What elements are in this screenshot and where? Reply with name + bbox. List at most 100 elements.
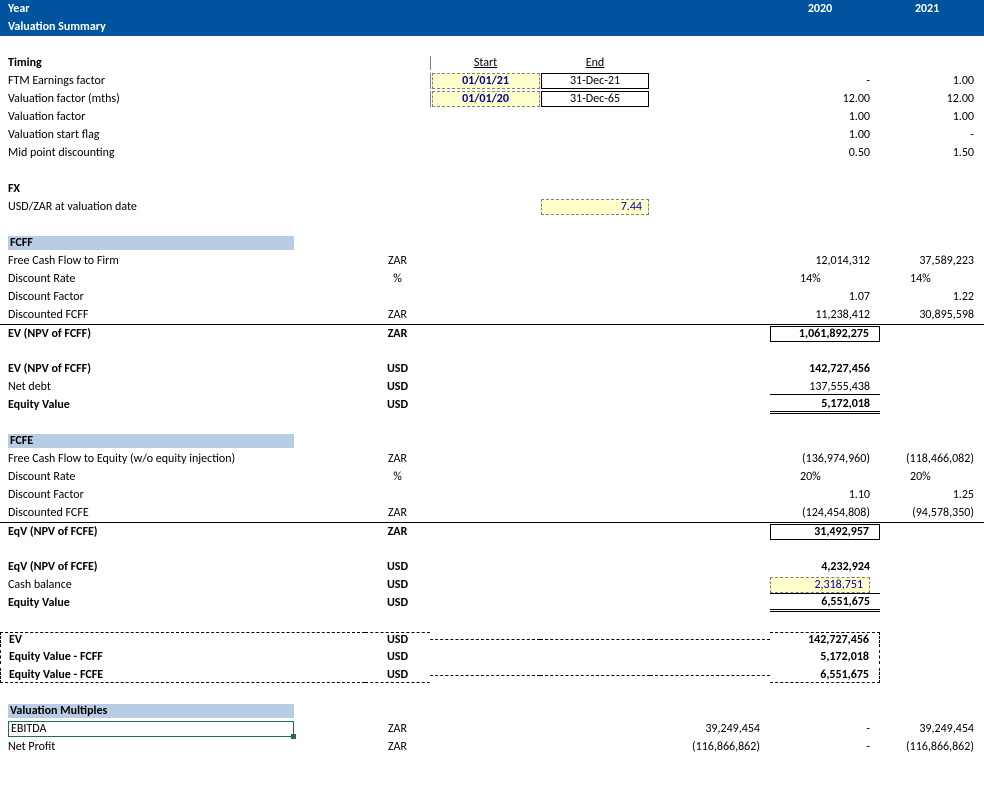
fcfe-eqv-label: EqV (NPV of FCFE) (0, 525, 365, 539)
fcfe-cash-input[interactable]: 2,318,751 (770, 577, 870, 593)
fcff-rate-label: Discount Rate (0, 272, 365, 286)
fcfe-dcfe-units: ZAR (365, 506, 430, 520)
fcff-eqv-units: USD (365, 398, 430, 412)
fcfe-cash-units: USD (365, 578, 430, 592)
ebitda-total: 39,249,454 (650, 722, 770, 736)
fx-label: USD/ZAR at valuation date (0, 200, 365, 214)
header-summary-row: Valuation Summary (0, 18, 984, 36)
fcff-usd-ev-row: EV (NPV of FCFF) USD 142,727,456 (0, 360, 984, 378)
fcfe-dcfe-2020: (124,454,808) (770, 506, 880, 520)
summary-eqfcff-2020: 5,172,018 (770, 650, 880, 664)
fcfe-df-row: Discount Factor 1.10 1.25 (0, 486, 984, 504)
summary-eqfcff-label: Equity Value - FCFF (0, 650, 365, 664)
ftm-end-cell[interactable]: 31-Dec-21 (541, 73, 649, 89)
summary-ev-label: EV (0, 632, 365, 647)
fcff-fcf-2021: 37,589,223 (880, 254, 984, 268)
multiples-title: Valuation Multiples (8, 704, 294, 718)
fcff-fcf-2020: 12,014,312 (770, 254, 880, 268)
vsf-2020: 1.00 (770, 128, 880, 142)
timing-start-label: Start (430, 56, 540, 70)
vf-label: Valuation factor (0, 110, 365, 124)
row-mpd: Mid point discounting 0.50 1.50 (0, 144, 984, 162)
fcff-usd-ev-units: USD (365, 362, 430, 376)
ftm-2020: - (770, 74, 880, 88)
fcff-dcff-2021: 30,895,598 (880, 308, 984, 322)
fcff-eqv-label: Equity Value (0, 398, 365, 412)
summary-eqfcfe-units: USD (365, 668, 430, 683)
fcfe-df-2021: 1.25 (880, 488, 984, 502)
ebitda-selected-cell[interactable]: EBITDA (8, 721, 294, 737)
np-label: Net Profit (0, 740, 365, 754)
summary-ev-row: EV USD 142,727,456 (0, 630, 984, 648)
fcfe-usd-eqv-row: EqV (NPV of FCFE) USD 4,232,924 (0, 558, 984, 576)
fx-title-row: FX (0, 180, 984, 198)
fcff-df-row: Discount Factor 1.07 1.22 (0, 288, 984, 306)
header-year-label: Year (0, 2, 365, 16)
mpd-2020: 0.50 (770, 146, 880, 160)
fcff-df-label: Discount Factor (0, 290, 365, 304)
summary-eqfcfe-row: Equity Value - FCFE USD 6,551,675 (0, 666, 984, 684)
ftm-label: FTM Earnings factor (0, 74, 365, 88)
fcff-rate-units: % (365, 272, 430, 286)
vfm-start-input[interactable]: 01/01/20 (432, 91, 540, 107)
fcfe-fce-units: ZAR (365, 452, 430, 466)
ftm-start-input[interactable]: 01/01/21 (432, 73, 540, 89)
fcfe-eqv-2020: 31,492,957 (770, 524, 880, 540)
fcfe-rate-label: Discount Rate (0, 470, 365, 484)
fcfe-rate-units: % (365, 470, 430, 484)
fcfe-title: FCFE (8, 434, 294, 448)
np-2020: - (770, 740, 880, 754)
timing-title: Timing (0, 56, 365, 70)
fcff-nd-label: Net debt (0, 380, 365, 394)
fcff-fcf-label: Free Cash Flow to Firm (0, 254, 365, 268)
vf-2021: 1.00 (880, 110, 984, 124)
fcfe-dcfe-row: Discounted FCFE ZAR (124,454,808) (94,57… (0, 504, 984, 522)
fcff-ev-label: EV (NPV of FCFF) (0, 327, 365, 341)
fcfe-dcfe-2021: (94,578,350) (880, 506, 984, 520)
fx-value-input[interactable]: 7.44 (541, 199, 649, 215)
fcfe-usd-eqv-2020: 4,232,924 (770, 560, 880, 574)
fcfe-rate-row: Discount Rate % 20% 20% (0, 468, 984, 486)
summary-eqfcff-units: USD (365, 650, 430, 664)
fcff-title: FCFF (8, 236, 294, 250)
np-row: Net Profit ZAR (116,866,862) - (116,866,… (0, 738, 984, 756)
fcfe-rate-2021: 20% (880, 470, 984, 484)
fcff-title-row: FCFF (0, 234, 984, 252)
fcfe-usd-eqv-label: EqV (NPV of FCFE) (0, 560, 365, 574)
header-2020: 2020 (770, 2, 880, 16)
vfm-2020: 12.00 (770, 92, 880, 106)
fcfe-fce-row: Free Cash Flow to Equity (w/o equity inj… (0, 450, 984, 468)
fcfe-eqv-row: EqV (NPV of FCFE) ZAR 31,492,957 (0, 522, 984, 540)
ebitda-units: ZAR (365, 722, 430, 736)
vfm-end-cell[interactable]: 31-Dec-65 (541, 91, 649, 107)
fcfe-ev-row: Equity Value USD 6,551,675 (0, 594, 984, 612)
fcfe-usd-eqv-units: USD (365, 560, 430, 574)
row-vsf: Valuation start flag 1.00 - (0, 126, 984, 144)
ftm-2021: 1.00 (880, 74, 984, 88)
fcfe-fce-2020: (136,974,960) (770, 452, 880, 466)
fcfe-cash-label: Cash balance (0, 578, 365, 592)
header-year-row: Year 2020 2021 (0, 0, 984, 18)
np-units: ZAR (365, 740, 430, 754)
fcff-dcff-row: Discounted FCFF ZAR 11,238,412 30,895,59… (0, 306, 984, 324)
fcff-ev-units: ZAR (365, 327, 430, 341)
fcff-usd-ev-label: EV (NPV of FCFF) (0, 362, 365, 376)
fcff-df-2020: 1.07 (770, 290, 880, 304)
fcfe-df-label: Discount Factor (0, 488, 365, 502)
summary-ev-2020: 142,727,456 (770, 632, 880, 647)
summary-eqfcfe-label: Equity Value - FCFE (0, 668, 365, 683)
header-summary-label: Valuation Summary (0, 20, 365, 34)
fcff-fcf-row: Free Cash Flow to Firm ZAR 12,014,312 37… (0, 252, 984, 270)
summary-eqfcff-row: Equity Value - FCFF USD 5,172,018 (0, 648, 984, 666)
ebitda-2020: - (770, 722, 880, 736)
row-vf: Valuation factor 1.00 1.00 (0, 108, 984, 126)
ebitda-row: EBITDA ZAR 39,249,454 - 39,249,454 (0, 720, 984, 738)
fcff-dcff-2020: 11,238,412 (770, 308, 880, 322)
fcfe-eqv-units: ZAR (365, 525, 430, 539)
summary-ev-units: USD (365, 632, 430, 647)
fcff-fcf-units: ZAR (365, 254, 430, 268)
timing-title-row: Timing Start End (0, 54, 984, 72)
vfm-2021: 12.00 (880, 92, 984, 106)
fcff-rate-row: Discount Rate % 14% 14% (0, 270, 984, 288)
fcfe-rate-2020: 20% (770, 470, 880, 484)
